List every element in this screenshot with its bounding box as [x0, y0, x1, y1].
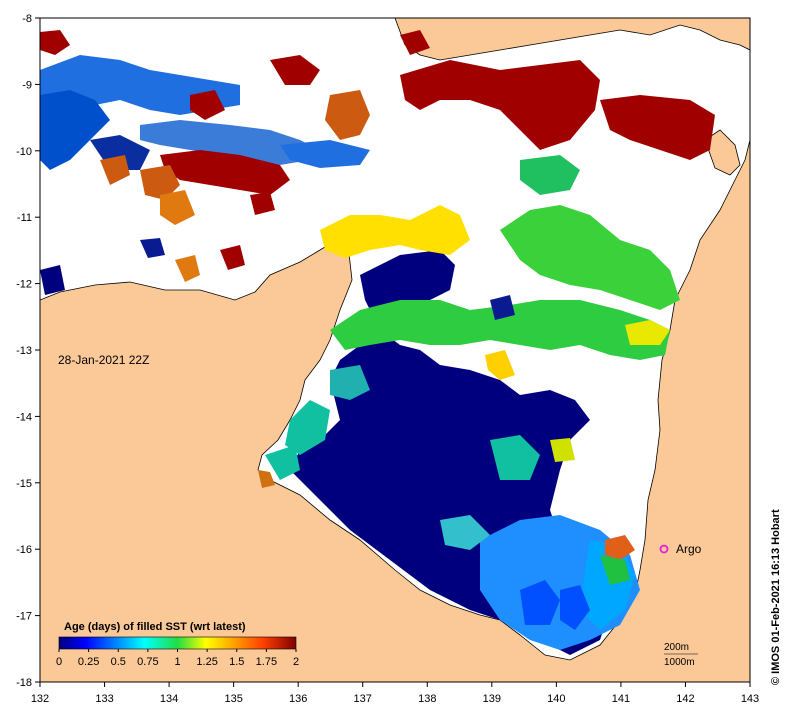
x-tick-label: 136 [289, 693, 307, 705]
legend-tick-label: 1.5 [229, 656, 244, 668]
x-tick-label: 135 [224, 693, 242, 705]
legend-tick-label: 0.5 [111, 656, 126, 668]
legend-tick-label: 0.25 [78, 656, 99, 668]
x-tick-label: 141 [612, 693, 630, 705]
y-tick-label: -13 [16, 345, 32, 357]
y-tick-label: -9 [22, 79, 32, 91]
y-tick-label: -14 [16, 411, 32, 423]
x-tick-label: 140 [547, 693, 565, 705]
x-tick-label: 139 [483, 693, 501, 705]
y-tick-label: -15 [16, 478, 32, 490]
legend-tick-label: 1 [174, 656, 180, 668]
x-tick-label: 137 [354, 693, 372, 705]
x-tick-label: 132 [31, 693, 49, 705]
legend-ticks: 0 0.25 0.5 0.75 1 1.25 1.5 1.75 2 [56, 649, 299, 668]
legend-tick-label: 0 [56, 656, 62, 668]
x-tick-label: 143 [741, 693, 759, 705]
argo-icon [659, 544, 669, 554]
credit-label: © IMOS 01-Feb-2021 16:13 Hobart [770, 509, 782, 685]
land [40, 18, 750, 682]
x-tick-label: 142 [676, 693, 694, 705]
x-tick-label: 138 [418, 693, 436, 705]
map-plot-area [40, 18, 750, 682]
depth-contour-key: 200m 1000m [664, 642, 698, 668]
y-tick-label: -8 [22, 13, 32, 25]
y-tick-label: -18 [16, 677, 32, 689]
legend-tick-label: 1.75 [256, 656, 277, 668]
legend-title: Age (days) of filled SST (wrt latest) [64, 621, 246, 633]
argo-marker[interactable]: Argo [659, 542, 702, 556]
y-tick-label: -17 [16, 611, 32, 623]
y-tick-label: -10 [16, 146, 32, 158]
legend-tick-label: 2 [293, 656, 299, 668]
depth-label-200m: 200m [664, 642, 689, 653]
x-tick-label: 134 [160, 693, 178, 705]
depth-label-1000m: 1000m [664, 657, 695, 668]
date-label: 28-Jan-2021 22Z [58, 353, 149, 367]
legend-colorbar [58, 636, 297, 650]
sst-age-field [40, 30, 715, 655]
y-tick-label: -16 [16, 544, 32, 556]
legend-tick-label: 0.75 [137, 656, 158, 668]
x-tick-label: 133 [95, 693, 113, 705]
x-axis: 132 133 134 135 136 137 138 139 140 141 142 143 [31, 682, 759, 705]
argo-label: Argo [676, 542, 702, 556]
y-tick-label: -11 [17, 212, 32, 224]
y-axis: -8 -9 -10 -11 -12 -13 -14 -15 -16 -17 -18 [16, 13, 40, 689]
legend-tick-label: 1.25 [196, 656, 217, 668]
y-tick-label: -12 [16, 279, 32, 291]
